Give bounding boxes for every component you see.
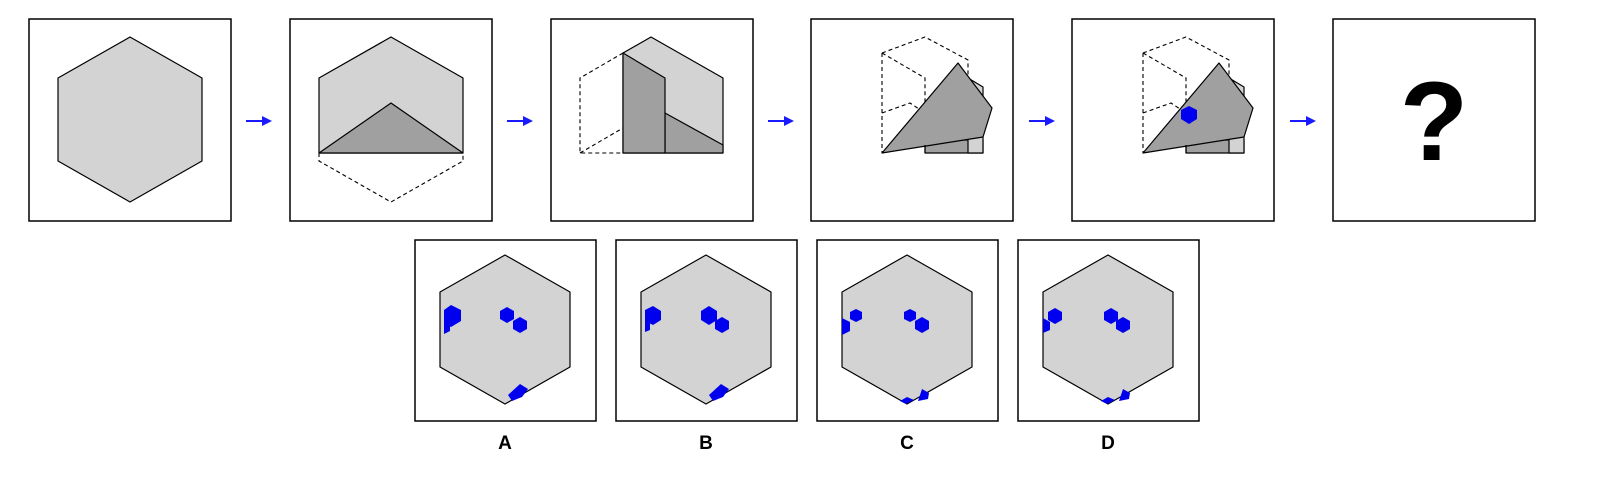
hole bbox=[915, 317, 929, 333]
outline-lower bbox=[881, 102, 926, 114]
hole bbox=[715, 317, 729, 333]
folded-flap bbox=[318, 102, 464, 154]
hole bbox=[1043, 318, 1050, 333]
option-b[interactable]: B bbox=[615, 239, 798, 454]
option-b-label: B bbox=[699, 433, 713, 454]
hole bbox=[500, 307, 514, 323]
outline-inner bbox=[1142, 52, 1187, 108]
step-3-panel bbox=[550, 18, 754, 222]
answer-placeholder-panel: ? bbox=[1332, 18, 1536, 222]
option-a-hexagon bbox=[439, 254, 571, 405]
option-b-hexagon bbox=[640, 254, 772, 405]
hole bbox=[1048, 308, 1062, 324]
punched-hole bbox=[1181, 106, 1197, 124]
fold-crease bbox=[579, 127, 624, 154]
hole bbox=[1119, 389, 1130, 401]
step-4-panel bbox=[810, 18, 1014, 222]
step-2-panel bbox=[289, 18, 493, 222]
option-c[interactable]: C bbox=[816, 239, 999, 454]
hole bbox=[842, 318, 850, 335]
option-c-hexagon bbox=[841, 254, 973, 405]
arrow-4 bbox=[1029, 116, 1055, 126]
option-d-label: D bbox=[1101, 433, 1115, 454]
diagonal-flap bbox=[881, 62, 993, 154]
outline-top bbox=[1142, 36, 1230, 78]
diagonal-flap bbox=[1142, 62, 1254, 154]
question-mark: ? bbox=[1400, 59, 1468, 184]
outline-top bbox=[881, 36, 969, 78]
step-5-panel bbox=[1071, 18, 1275, 222]
original-left-outline bbox=[579, 52, 624, 154]
arrow-5 bbox=[1290, 116, 1316, 126]
arrow-1 bbox=[246, 116, 272, 126]
hole bbox=[1101, 397, 1115, 404]
hole bbox=[709, 384, 729, 401]
hole bbox=[645, 319, 650, 332]
option-a[interactable]: A bbox=[414, 239, 597, 454]
original-outline bbox=[318, 153, 464, 203]
option-c-label: C bbox=[900, 433, 914, 454]
hole bbox=[900, 397, 914, 404]
hole bbox=[444, 318, 450, 334]
hole bbox=[513, 317, 527, 333]
left-flap bbox=[622, 52, 666, 154]
outline-lower bbox=[1142, 102, 1187, 114]
hexagon-paper bbox=[57, 36, 203, 203]
hole bbox=[701, 306, 717, 325]
hole bbox=[1116, 317, 1130, 333]
hole bbox=[1104, 308, 1118, 324]
hole bbox=[918, 389, 929, 401]
hole bbox=[645, 306, 661, 325]
hole bbox=[508, 384, 528, 401]
hole bbox=[850, 309, 862, 322]
step-1-panel bbox=[28, 18, 232, 222]
question-frame bbox=[1332, 18, 1536, 222]
outline-inner bbox=[881, 52, 926, 108]
option-d-hexagon bbox=[1042, 254, 1174, 405]
option-d[interactable]: D bbox=[1017, 239, 1200, 454]
arrow-3 bbox=[768, 116, 794, 126]
arrow-2 bbox=[507, 116, 533, 126]
hole bbox=[904, 309, 916, 322]
option-a-label: A bbox=[498, 433, 512, 454]
